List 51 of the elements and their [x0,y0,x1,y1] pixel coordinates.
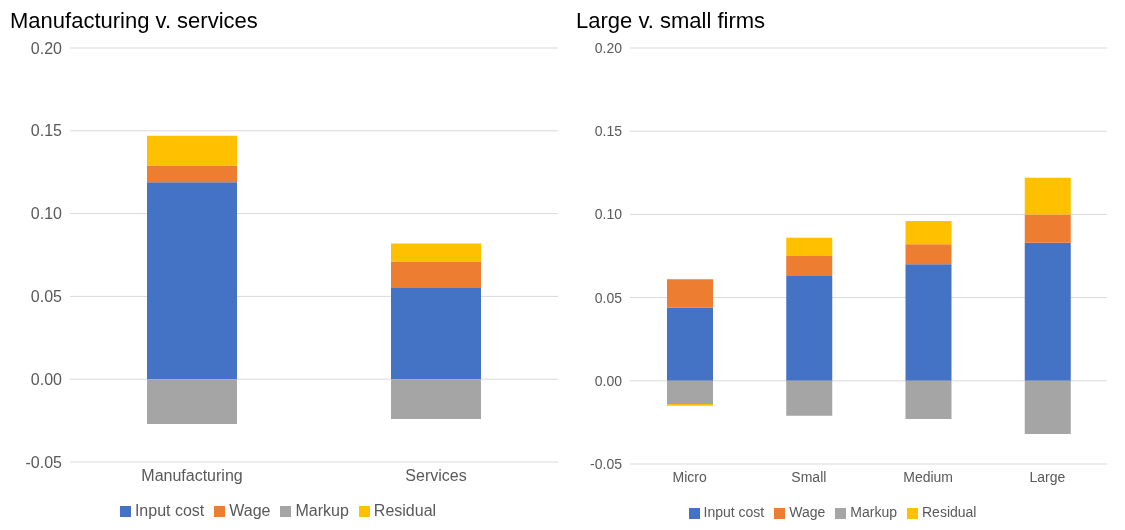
y-tick-label: 0.05 [30,288,63,306]
legend-label: Residual [373,502,437,519]
y-tick-label: 0.15 [594,123,623,140]
bar [667,380,713,405]
bar [147,182,237,380]
bar [786,380,833,416]
bar [147,379,237,424]
y-tick-label: 0.10 [30,205,63,223]
y-tick-label: 0.15 [30,122,63,140]
x-tick-label: Services [405,467,467,485]
y-tick-label: 0.20 [594,39,623,56]
x-tick-label: Micro [672,468,707,485]
y-tick-label: 0.00 [30,370,63,388]
chart-title: Large v. small firms [575,8,767,35]
legend-label: Markup [295,502,349,519]
y-tick-label: 0.00 [594,372,623,389]
legend-label: Input cost [134,502,205,519]
bar [147,165,237,183]
bar [1024,177,1071,215]
bar [667,279,713,308]
y-tick-label: -0.05 [25,453,63,471]
bar [391,243,481,262]
bar [1024,214,1071,243]
bar [147,135,237,166]
bar [1024,242,1071,381]
x-tick-label: Medium [903,468,954,485]
legend-label: Input cost [703,504,765,520]
bar [786,275,833,381]
legend-label: Markup [850,504,897,520]
y-tick-label: 0.10 [594,206,623,223]
bar [786,237,833,256]
bar [1024,380,1071,435]
legend-label: Residual [921,504,977,520]
x-tick-label: Large [1029,468,1066,485]
bar [391,379,481,419]
y-tick-label: 0.20 [30,39,63,57]
bar [786,256,833,276]
x-tick-label: Manufacturing [141,467,243,485]
chart-title: Manufacturing v. services [9,8,259,35]
legend-label: Wage [789,504,826,520]
bar [905,380,952,420]
bar [667,307,713,381]
bar [391,288,481,380]
legend-label: Wage [229,502,271,519]
bar [905,244,952,265]
bar [905,221,952,245]
bar [391,261,481,289]
y-tick-label: -0.05 [590,455,623,472]
x-tick-label: Small [791,468,827,485]
y-tick-label: 0.05 [594,289,623,306]
bar [905,264,952,381]
